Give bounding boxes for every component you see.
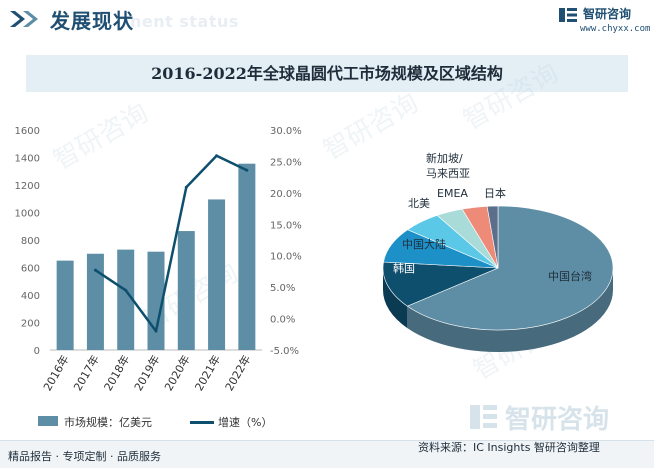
pie-slice-side bbox=[407, 268, 613, 352]
line-point bbox=[124, 288, 128, 292]
pie-label: 马来西亚 bbox=[426, 167, 470, 180]
y-right-tick-label: 0.0% bbox=[270, 315, 295, 326]
pie-label: 日本 bbox=[484, 186, 506, 200]
legend-bar-label: 市场规模：亿美元 bbox=[64, 416, 152, 429]
x-tick-label: 2016年 bbox=[40, 353, 72, 394]
legend-line-swatch bbox=[190, 421, 214, 424]
y-left-tick-label: 1000 bbox=[15, 209, 40, 220]
x-tick-label: 2021年 bbox=[192, 353, 224, 394]
y-left-tick-label: 1600 bbox=[15, 126, 40, 137]
pie-slice bbox=[382, 261, 499, 307]
watermark-logo-mark bbox=[483, 405, 497, 410]
x-tick-label: 2022年 bbox=[222, 353, 254, 394]
y-right-tick-label: 20.0% bbox=[270, 189, 302, 200]
header-watermark-text: nent status bbox=[130, 12, 239, 31]
watermark-text: 智研咨询 bbox=[459, 58, 564, 136]
double-chevron-icon bbox=[10, 11, 38, 27]
watermark-brand-text: 智研咨询 bbox=[505, 404, 609, 435]
pie-label: 新加坡/ bbox=[426, 151, 463, 165]
x-tick-label: 2019年 bbox=[131, 353, 163, 394]
y-left-tick-label: 800 bbox=[21, 236, 40, 247]
footer-bar: 精品报告 · 专项定制 · 品质服务 bbox=[0, 440, 654, 468]
watermark-logo-mark bbox=[483, 414, 497, 419]
footer-slogan: 精品报告 · 专项定制 · 品质服务 bbox=[8, 450, 161, 463]
chart-title-box: 2016-2022年全球晶圆代工市场规模及区域结构 bbox=[26, 55, 628, 92]
pie-label: 北美 bbox=[408, 197, 430, 210]
bar bbox=[208, 199, 226, 350]
bar bbox=[117, 249, 135, 350]
y-right-tick-label: -5.0% bbox=[270, 346, 299, 357]
bar bbox=[238, 163, 256, 350]
x-tick-label: 2017年 bbox=[70, 353, 102, 394]
line-point bbox=[245, 168, 249, 172]
line-point bbox=[154, 329, 158, 333]
y-left-tick-label: 1200 bbox=[15, 181, 40, 192]
y-right-tick-label: 15.0% bbox=[270, 220, 302, 231]
brand-url: www.chyxx.com bbox=[580, 24, 651, 34]
source-note: 资料来源：IC Insights 智研咨询整理 bbox=[418, 441, 600, 454]
line-point bbox=[184, 185, 188, 189]
x-tick-label: 2018年 bbox=[101, 353, 133, 394]
pie-label: 韩国 bbox=[393, 261, 415, 275]
y-left-tick-label: 0 bbox=[34, 346, 40, 357]
pie-slice bbox=[406, 205, 614, 331]
line-point bbox=[93, 268, 97, 272]
bottom-watermark: 智研咨询 bbox=[470, 404, 609, 435]
y-right-tick-label: 25.0% bbox=[270, 157, 302, 168]
legend-line-label: 增速（%） bbox=[218, 416, 273, 429]
watermark-logo-mark bbox=[483, 423, 497, 428]
pie-label: 中国台湾 bbox=[548, 269, 592, 283]
y-right-tick-label: 30.0% bbox=[270, 126, 302, 137]
watermark-text: 智研咨询 bbox=[49, 98, 154, 176]
growth-line bbox=[94, 154, 248, 333]
line-point bbox=[215, 154, 219, 158]
bar bbox=[56, 260, 74, 350]
watermark-logo-mark bbox=[470, 405, 480, 429]
watermark-text: 智研咨询 bbox=[319, 88, 424, 166]
y-right-tick-label: 10.0% bbox=[270, 252, 302, 263]
y-right-tick-label: 5.0% bbox=[270, 283, 295, 294]
y-left-tick-label: 1400 bbox=[15, 154, 40, 165]
bar bbox=[177, 231, 195, 350]
y-left-tick-label: 200 bbox=[21, 319, 40, 330]
chart-title: 2016-2022年全球晶圆代工市场规模及区域结构 bbox=[151, 64, 503, 83]
pie-label: EMEA bbox=[437, 187, 468, 200]
y-left-tick-label: 600 bbox=[21, 264, 40, 275]
pie-slice-side bbox=[382, 268, 408, 329]
legend-bar-swatch bbox=[38, 416, 58, 426]
bar bbox=[86, 253, 104, 350]
pie-slice bbox=[486, 205, 499, 269]
header-bar: nent status 发展现状 智研咨询 www.chyxx.com bbox=[0, 0, 654, 42]
x-tick-label: 2020年 bbox=[161, 353, 193, 394]
brand-logo-icon bbox=[559, 8, 577, 22]
pie-label: 中国大陆 bbox=[402, 237, 446, 251]
brand-name: 智研咨询 bbox=[583, 7, 632, 21]
y-left-tick-label: 400 bbox=[21, 291, 40, 302]
section-title: 发展现状 bbox=[50, 9, 134, 33]
